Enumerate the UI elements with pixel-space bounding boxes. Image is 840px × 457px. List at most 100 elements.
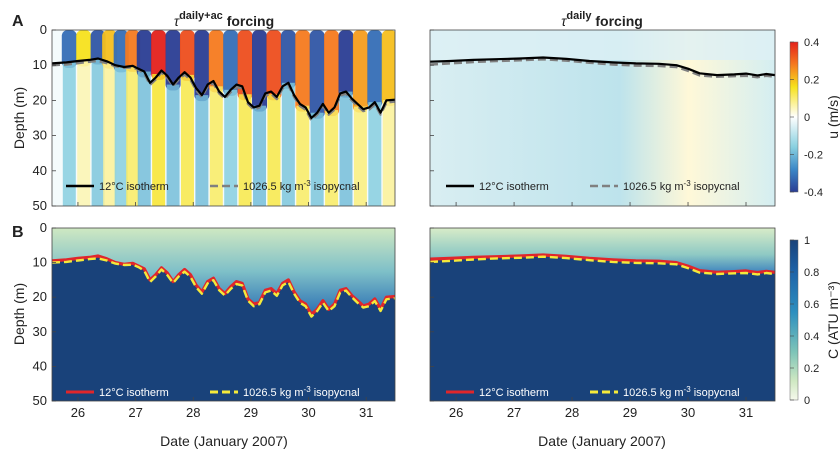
colorbar-tick-label: 0.6 <box>804 299 819 311</box>
xlabel-right: Date (January 2007) <box>538 433 666 449</box>
legend-isopycnal-suffix: isopycnal <box>691 387 740 399</box>
velocity-band-lower <box>166 84 180 206</box>
ylabel-bottom: Depth (m) <box>11 283 27 345</box>
x-tick-label: 28 <box>186 405 200 420</box>
legend-isotherm-label: 12°C isotherm <box>99 387 169 399</box>
colorbar-tick-label: 0.4 <box>804 37 819 49</box>
velocity-band-lower <box>103 62 117 206</box>
velocity-band-lower <box>224 89 238 206</box>
velocity-band-lower <box>382 100 395 206</box>
velocity-band-upper <box>136 30 152 78</box>
velocity-band-upper <box>208 30 224 93</box>
x-tick-label: 29 <box>244 405 258 420</box>
velocity-band-lower <box>195 95 209 206</box>
y-tick-label: 20 <box>33 92 47 107</box>
y-tick-label: 10 <box>33 255 47 270</box>
velocity-band-upper <box>102 30 118 69</box>
velocity-band-lower <box>114 66 128 206</box>
velocity-band-lower <box>62 62 76 206</box>
axis-ticks: 0 10 20 30 40 50 26 27 28 29 30 31 0 10 20 30 40 50 26 27 28… <box>33 22 754 420</box>
velocity-band-upper <box>223 30 239 96</box>
legend-isopycnal-label: 1026.5 kg m-3 isopycnal <box>623 385 740 399</box>
velocity-band-lower <box>296 105 310 206</box>
velocity-band-upper <box>309 30 325 119</box>
velocity-band-lower <box>91 58 105 206</box>
y-tick-label: 10 <box>33 57 47 72</box>
velocity-band-upper <box>194 30 210 102</box>
legend-isopycnal-label: 1026.5 kg m-3 isopycnal <box>243 179 360 193</box>
title-left-symbol: τ <box>174 13 180 29</box>
legend-isopycnal-sup: -3 <box>684 385 692 394</box>
colorbar-tick-label: -0.4 <box>804 187 823 199</box>
colorbar-tick-label: -0.2 <box>804 150 823 162</box>
xlabel-left: Date (January 2007) <box>160 433 288 449</box>
y-tick-label: 0 <box>40 22 47 37</box>
velocity-band-lower <box>152 74 166 206</box>
legend-isopycnal-suffix: isopycnal <box>311 387 360 399</box>
legend-isotherm-label: 12°C isotherm <box>479 181 549 193</box>
velocity-band-upper <box>90 30 106 65</box>
colorbar-tick-label: 0 <box>804 395 810 407</box>
x-tick-label: 31 <box>739 405 753 420</box>
colorbar-tick-label: 0.2 <box>804 363 819 375</box>
velocity-band-upper <box>352 30 368 113</box>
colorbar-tick-label: 1 <box>804 235 810 247</box>
legend-top-left: 12°C isotherm 1026.5 kg m-3 isopycnal <box>66 179 360 193</box>
axes-bottom-left <box>51 227 396 402</box>
legend-isopycnal-label: 1026.5 kg m-3 isopycnal <box>623 179 740 193</box>
velocity-band-upper <box>237 30 253 101</box>
velocity-band-lower <box>209 86 223 206</box>
velocity-band-upper <box>125 30 141 72</box>
velocity-band-upper <box>165 30 181 91</box>
title-right: τdaily forcing <box>561 10 643 29</box>
velocity-band-lower <box>137 71 151 206</box>
legend-isopycnal-sup: -3 <box>304 179 312 188</box>
velocity-band-upper <box>280 30 296 89</box>
x-tick-label: 28 <box>565 405 579 420</box>
isopycnal-line-bottom-right <box>429 255 776 276</box>
velocity-band-lower <box>339 91 353 206</box>
ylabel-top: Depth (m) <box>11 87 27 149</box>
legend-isopycnal-suffix: isopycnal <box>311 181 360 193</box>
x-tick-label: 29 <box>623 405 637 420</box>
velocity-band-upper <box>113 30 129 73</box>
velocity-band-upper <box>61 30 77 69</box>
colorbar-tracer-ticks: 1 0.8 0.6 0.4 0.2 0 <box>790 235 819 407</box>
x-tick-label: 30 <box>301 405 315 420</box>
velocity-band-lower <box>368 102 382 206</box>
colorbar-tracer <box>789 239 799 401</box>
isopycnal-line-top-right <box>429 57 776 79</box>
legend-isopycnal-prefix: 1026.5 kg m <box>623 387 684 399</box>
colorbar-tick-label: 0.4 <box>804 331 819 343</box>
title-left-rest: forcing <box>223 13 274 29</box>
isotherm-line-bottom-right <box>429 253 776 275</box>
title-right-rest: forcing <box>591 13 642 29</box>
x-tick-label: 31 <box>359 405 373 420</box>
velocity-band-upper <box>76 30 92 67</box>
velocity-band-lower <box>180 74 194 206</box>
colorbar-velocity-ticks: 0.4 0.2 0 -0.2 -0.4 <box>790 37 823 199</box>
surface-layer-top-right <box>430 30 775 60</box>
y-tick-label: 50 <box>33 198 47 213</box>
colorbar-tracer-label: C (ATU m⁻³) <box>825 281 840 359</box>
axes-top-left <box>51 29 396 207</box>
legend-bottom-left: 12°C isotherm 1026.5 kg m-3 isopycnal <box>66 385 360 399</box>
legend-isotherm-label: 12°C isotherm <box>99 181 169 193</box>
velocity-bands <box>61 30 395 206</box>
velocity-band-upper <box>252 30 268 112</box>
y-tick-label: 0 <box>40 220 47 235</box>
panel-label-a: A <box>12 13 24 30</box>
x-tick-label: 27 <box>507 405 521 420</box>
y-tick-label: 40 <box>33 358 47 373</box>
x-tick-label: 26 <box>71 405 85 420</box>
panel-label-b: B <box>12 224 24 241</box>
y-tick-label: 50 <box>33 393 47 408</box>
y-tick-label: 30 <box>33 128 47 143</box>
velocity-band-upper <box>338 30 354 98</box>
velocity-band-lower <box>238 94 252 206</box>
legend-isopycnal-prefix: 1026.5 kg m <box>243 387 304 399</box>
colorbar-tick-label: 0.8 <box>804 267 819 279</box>
y-tick-label: 40 <box>33 163 47 178</box>
velocity-band-lower <box>77 60 91 206</box>
legend-bottom-right: 12°C isotherm 1026.5 kg m-3 isopycnal <box>446 385 740 399</box>
